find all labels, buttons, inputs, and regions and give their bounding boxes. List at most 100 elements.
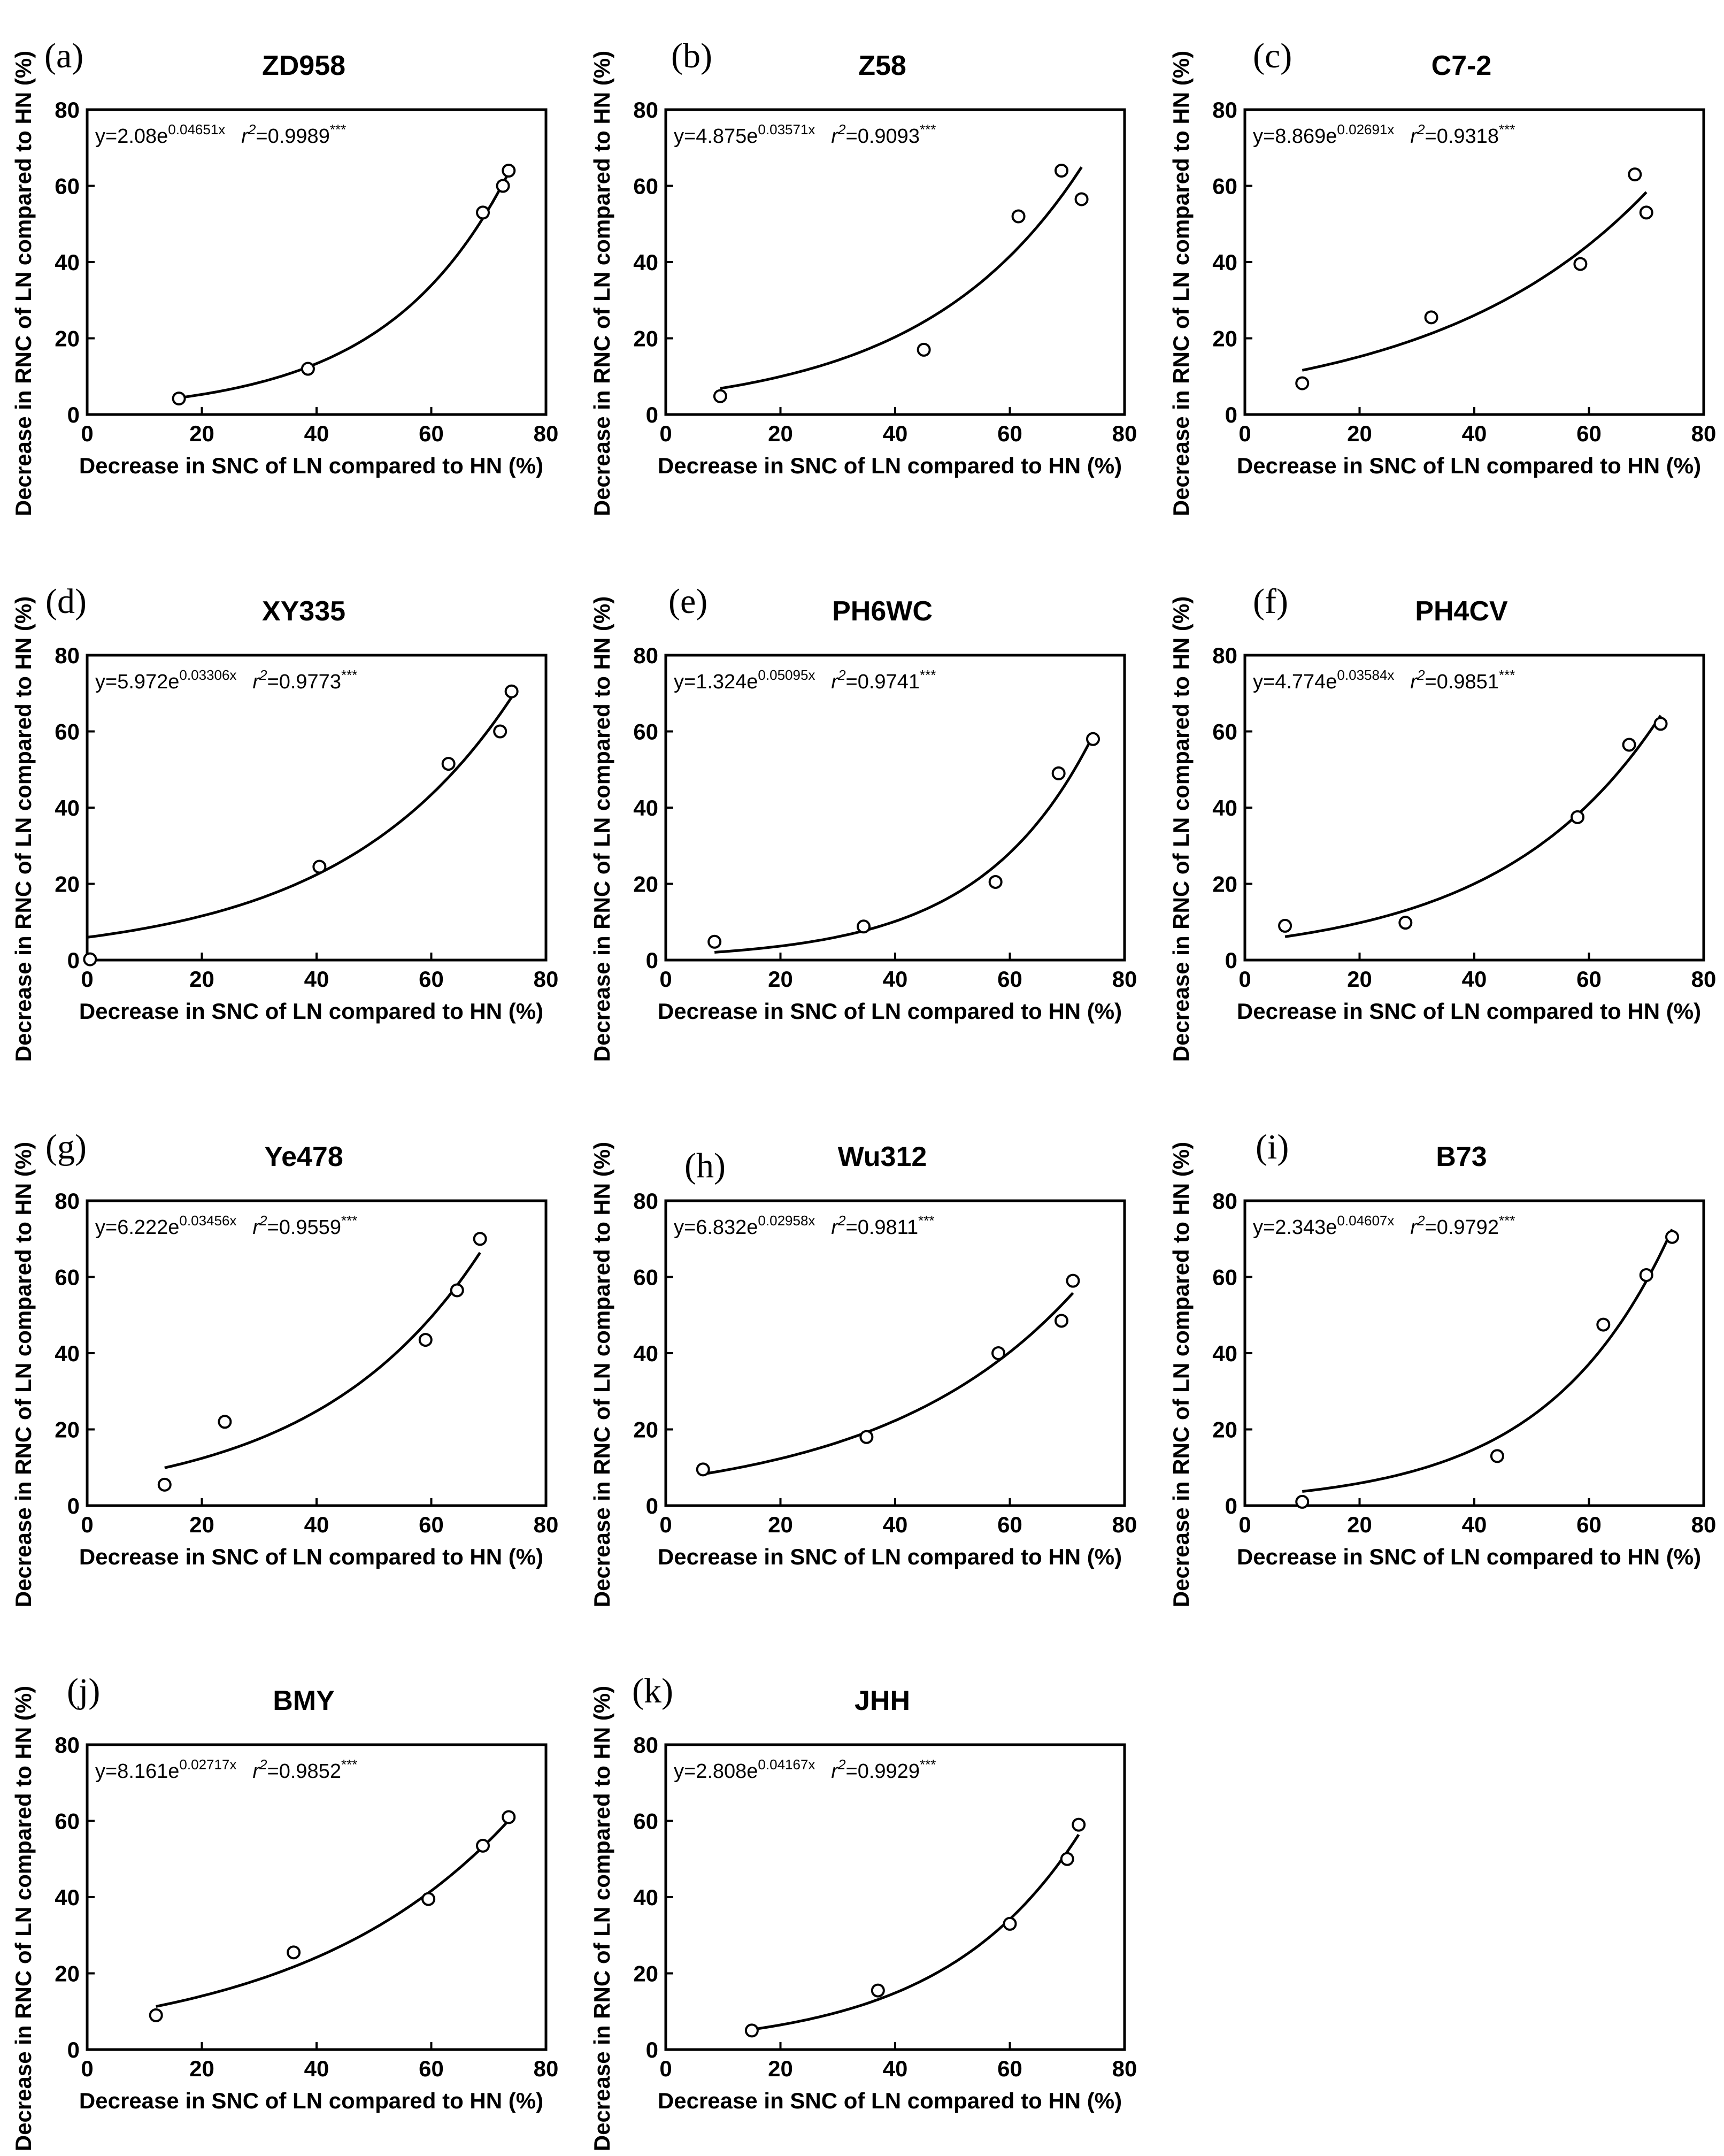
y-tick-label: 40 bbox=[1212, 1341, 1237, 1366]
chart-title: C7-2 bbox=[1431, 50, 1492, 81]
data-point bbox=[991, 1346, 1006, 1360]
y-tick-label: 20 bbox=[633, 1417, 658, 1443]
fit-equation: y=4.875e0.03571x r2=0.9093*** bbox=[674, 121, 936, 148]
data-point bbox=[476, 205, 490, 220]
y-tick-label: 40 bbox=[633, 1341, 658, 1366]
y-axis-label: Decrease in RNC of LN compared to HN (%) bbox=[11, 1686, 36, 2151]
y-axis-label: Decrease in RNC of LN compared to HN (%) bbox=[589, 1142, 614, 1607]
x-tick-label: 60 bbox=[419, 1512, 444, 1537]
fit-equation: y=4.774e0.03584x r2=0.9851*** bbox=[1253, 667, 1515, 693]
x-axis-label: Decrease in SNC of LN compared to HN (%) bbox=[79, 2088, 543, 2113]
data-point bbox=[744, 2023, 759, 2038]
y-tick-label: 60 bbox=[633, 1809, 658, 1834]
fit-curve bbox=[1302, 1229, 1674, 1493]
x-tick-label: 80 bbox=[1691, 966, 1717, 992]
plot-frame bbox=[664, 1743, 1126, 2051]
data-point bbox=[1490, 1449, 1504, 1463]
x-tick-label: 0 bbox=[659, 966, 672, 992]
x-tick-label: 80 bbox=[1691, 421, 1717, 446]
y-tick-label: 80 bbox=[55, 1188, 80, 1214]
y-axis-label: Decrease in RNC of LN compared to HN (%) bbox=[1168, 1142, 1194, 1607]
chart-panel-zd958: (a) ZD958 0 20 40 60 80 0 20 40 60 80 Decrease in SN… bbox=[11, 36, 558, 516]
data-point bbox=[476, 1838, 490, 1853]
data-point bbox=[1055, 164, 1069, 178]
y-tick-label: 20 bbox=[633, 1961, 658, 1986]
data-point bbox=[287, 1945, 301, 1960]
x-axis-label: Decrease in SNC of LN compared to HN (%) bbox=[79, 999, 543, 1024]
y-tick-label: 0 bbox=[646, 2037, 658, 2062]
x-axis-label: Decrease in SNC of LN compared to HN (%) bbox=[658, 453, 1122, 478]
data-point bbox=[859, 1430, 874, 1444]
data-point bbox=[218, 1415, 232, 1429]
y-tick-label: 20 bbox=[1212, 872, 1237, 897]
data-point bbox=[418, 1333, 433, 1347]
y-tick-label: 20 bbox=[633, 872, 658, 897]
x-tick-label: 0 bbox=[1238, 421, 1251, 446]
plot-frame bbox=[86, 1743, 548, 2051]
data-point bbox=[1066, 1273, 1080, 1288]
panel-letter: (f) bbox=[1253, 582, 1288, 621]
x-tick-label: 40 bbox=[883, 2056, 908, 2081]
x-tick-label: 40 bbox=[1462, 966, 1487, 992]
x-tick-label: 40 bbox=[1462, 1512, 1487, 1537]
data-point bbox=[707, 934, 722, 949]
y-tick-label: 20 bbox=[1212, 1417, 1237, 1443]
y-axis-label: Decrease in RNC of LN compared to HN (%) bbox=[589, 51, 614, 516]
data-point bbox=[450, 1283, 464, 1298]
chart-panel-z58: (b) Z58 0 20 40 60 80 0 20 40 60 80 Decrease in SNC … bbox=[589, 36, 1137, 516]
x-tick-label: 0 bbox=[81, 2056, 93, 2081]
data-point bbox=[917, 342, 931, 357]
fit-equation: y=2.08e0.04651x r2=0.9989*** bbox=[95, 121, 346, 148]
y-tick-label: 0 bbox=[1225, 948, 1237, 973]
data-point bbox=[696, 1462, 710, 1477]
chart-title: XY335 bbox=[262, 596, 345, 627]
chart-panel-ph6wc: (e) PH6WC 0 20 40 60 80 0 20 40 60 80 Decrease in SN… bbox=[589, 582, 1137, 1062]
data-point bbox=[1424, 310, 1438, 325]
x-axis-label: Decrease in SNC of LN compared to HN (%) bbox=[79, 1544, 543, 1569]
y-tick-label: 20 bbox=[55, 326, 80, 351]
y-tick-label: 80 bbox=[55, 643, 80, 668]
y-tick-label: 60 bbox=[633, 174, 658, 199]
data-point bbox=[1639, 1268, 1653, 1282]
chart-panel-ph4cv: (f) PH4CV 0 20 40 60 80 0 20 40 60 80 Decrease in SN… bbox=[1168, 582, 1716, 1062]
fit-equation: y=2.808e0.04167x r2=0.9929*** bbox=[674, 1756, 936, 1783]
data-point bbox=[421, 1892, 436, 1906]
y-tick-label: 80 bbox=[633, 97, 658, 122]
data-point bbox=[1596, 1317, 1611, 1332]
data-point bbox=[1571, 810, 1585, 824]
x-tick-label: 20 bbox=[1347, 966, 1372, 992]
x-tick-label: 60 bbox=[997, 2056, 1022, 2081]
y-axis-label: Decrease in RNC of LN compared to HN (%) bbox=[11, 596, 36, 1062]
panel-letter: (k) bbox=[632, 1671, 673, 1710]
y-tick-label: 20 bbox=[633, 326, 658, 351]
fit-equation: y=8.869e0.02691x r2=0.9318*** bbox=[1253, 121, 1515, 148]
x-tick-label: 60 bbox=[419, 2056, 444, 2081]
chart-panel-b73: (i) B73 0 20 40 60 80 0 20 40 60 80 Decrease in SNC … bbox=[1168, 1127, 1716, 1607]
data-point bbox=[1074, 192, 1089, 206]
x-tick-label: 0 bbox=[659, 1512, 672, 1537]
y-tick-label: 40 bbox=[55, 795, 80, 820]
x-tick-label: 20 bbox=[189, 966, 214, 992]
chart-title: B73 bbox=[1436, 1141, 1487, 1172]
panel-letter: (c) bbox=[1253, 36, 1292, 75]
y-tick-label: 20 bbox=[1212, 326, 1237, 351]
data-point bbox=[172, 392, 186, 406]
data-point bbox=[1628, 167, 1642, 182]
fit-curve bbox=[87, 696, 513, 939]
y-tick-label: 0 bbox=[646, 948, 658, 973]
chart-title: Z58 bbox=[858, 50, 906, 81]
x-axis-label: Decrease in SNC of LN compared to HN (%) bbox=[658, 1544, 1122, 1569]
x-tick-label: 80 bbox=[534, 421, 559, 446]
y-tick-label: 40 bbox=[55, 1341, 80, 1366]
y-tick-label: 0 bbox=[1225, 1493, 1237, 1518]
x-tick-label: 40 bbox=[1462, 421, 1487, 446]
data-point bbox=[1573, 257, 1588, 271]
y-tick-label: 60 bbox=[55, 174, 80, 199]
x-tick-label: 20 bbox=[768, 2056, 793, 2081]
fit-curve bbox=[1284, 715, 1662, 938]
data-point bbox=[1653, 717, 1668, 731]
y-tick-label: 80 bbox=[633, 643, 658, 668]
y-tick-label: 60 bbox=[1212, 1265, 1237, 1290]
plot-frame bbox=[1243, 654, 1705, 962]
fit-equation: y=2.343e0.04607x r2=0.9792*** bbox=[1253, 1213, 1515, 1239]
